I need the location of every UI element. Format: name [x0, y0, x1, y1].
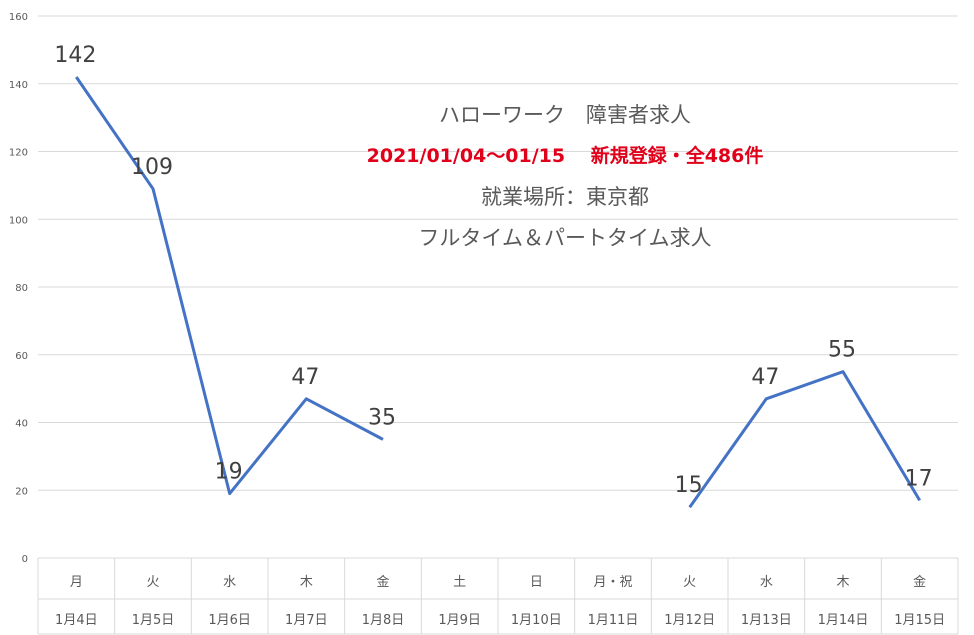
date-label: 1月7日 [285, 613, 328, 628]
weekday-label: 金 [913, 574, 926, 590]
chart-title: ハローワーク 障害者求人 2021/01/04〜01/15 新規登録・全486件… [330, 95, 800, 259]
gridlines [38, 15, 958, 491]
weekday-label: 火 [146, 575, 159, 590]
date-label: 1月12日 [664, 613, 715, 628]
weekday-label: 水 [223, 575, 236, 590]
data-label: 142 [54, 43, 96, 68]
weekday-label: 水 [760, 575, 773, 590]
y-tick-label: 140 [9, 80, 28, 91]
weekday-label: 日 [530, 575, 543, 590]
weekday-label: 土 [453, 575, 466, 590]
data-label: 55 [828, 338, 856, 363]
date-label: 1月5日 [132, 613, 175, 628]
date-label: 1月8日 [362, 613, 405, 628]
data-label: 47 [291, 365, 319, 390]
category-table: 月 火 水 木 金 土 日 月・祝 火 水 木 金 1月4日 1月5日 1月6日 1月7日 1月8日 1月9日 1月… [37, 557, 959, 635]
data-label: 47 [751, 365, 779, 390]
data-label: 109 [131, 155, 173, 180]
y-axis: 0 20 40 60 80 100 120 140 160 [9, 12, 28, 565]
weekday-label: 火 [683, 575, 696, 590]
weekday-label: 木 [300, 575, 313, 590]
weekday-label: 木 [836, 575, 849, 590]
y-tick-label: 0 [22, 554, 28, 565]
date-label: 1月11日 [588, 613, 639, 628]
date-label: 1月14日 [818, 613, 869, 628]
y-tick-label: 60 [15, 351, 28, 362]
data-labels: 142 109 19 47 35 15 47 55 17 [54, 43, 932, 498]
title-line-3: 就業場所：東京都 [481, 185, 649, 209]
y-tick-label: 20 [15, 486, 28, 497]
date-label: 1月4日 [55, 613, 98, 628]
data-label: 15 [675, 473, 703, 498]
data-label: 17 [905, 466, 933, 491]
y-tick-label: 80 [15, 283, 28, 294]
series-line [75, 76, 921, 509]
date-label: 1月10日 [511, 613, 562, 628]
data-label: 35 [368, 405, 396, 430]
date-label: 1月6日 [208, 613, 251, 628]
title-line-2: 2021/01/04〜01/15 新規登録・全486件 [366, 145, 764, 167]
weekday-label: 月・祝 [593, 575, 632, 590]
date-label: 1月9日 [438, 613, 481, 628]
y-tick-label: 120 [9, 148, 28, 159]
weekday-label: 金 [376, 574, 389, 590]
y-tick-label: 100 [9, 215, 28, 226]
date-label: 1月13日 [741, 613, 792, 628]
title-line-1: ハローワーク 障害者求人 [439, 103, 691, 127]
y-tick-label: 160 [9, 12, 28, 23]
data-label: 19 [215, 460, 243, 485]
weekday-label: 月 [70, 575, 83, 590]
date-label: 1月15日 [894, 613, 945, 628]
title-line-4: フルタイム＆パートタイム求人 [418, 226, 712, 250]
y-tick-label: 40 [15, 419, 28, 430]
